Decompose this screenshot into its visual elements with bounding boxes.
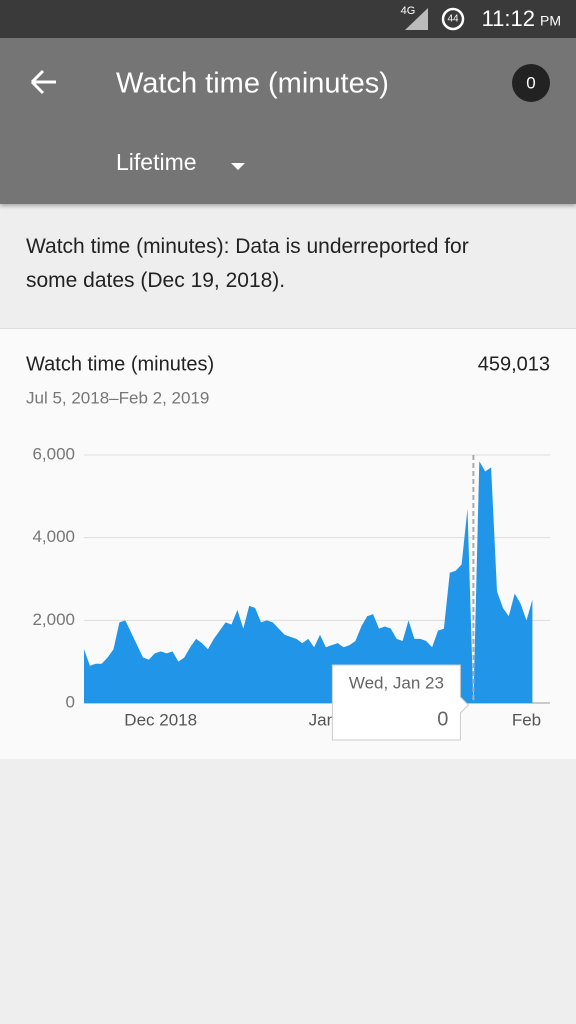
dropdown-icon[interactable] xyxy=(231,163,245,170)
tooltip-value: 0 xyxy=(437,708,448,730)
y-tick-label: 6,000 xyxy=(32,444,75,463)
battery-ring xyxy=(441,7,465,31)
y-tick-label: 0 xyxy=(66,692,75,711)
card-total: 459,013 xyxy=(478,353,550,375)
badge-circle[interactable] xyxy=(512,64,550,102)
x-tick-label: Dec 2018 xyxy=(124,710,197,729)
signal-icon xyxy=(405,8,428,30)
back-button[interactable] xyxy=(30,69,56,95)
card-title: Watch time (minutes) xyxy=(26,353,214,375)
tooltip-box xyxy=(331,664,470,741)
y-tick-label: 2,000 xyxy=(32,610,75,629)
meridiem: PM xyxy=(540,13,561,29)
area xyxy=(84,461,533,703)
tooltip-label: Wed, Jan 23 xyxy=(349,673,444,692)
period[interactable]: Lifetime xyxy=(116,149,197,175)
y-tick-label: 4,000 xyxy=(32,527,75,546)
x-tick-label: Feb xyxy=(512,710,541,729)
status-bar xyxy=(0,0,576,38)
app-bar xyxy=(0,38,576,204)
overlay: 4G 44 11:12 PM Watch time (minutes) 0 Li… xyxy=(26,5,561,741)
time: 11:12 xyxy=(482,6,535,31)
app-title: Watch time (minutes) xyxy=(116,68,389,100)
battery: 44 xyxy=(447,14,459,25)
date-range: Jul 5, 2018–Feb 2, 2019 xyxy=(26,388,209,407)
badge: 0 xyxy=(526,73,535,92)
network: 4G xyxy=(401,5,416,17)
notice: Watch time (minutes): Data is underrepor… xyxy=(26,235,469,292)
